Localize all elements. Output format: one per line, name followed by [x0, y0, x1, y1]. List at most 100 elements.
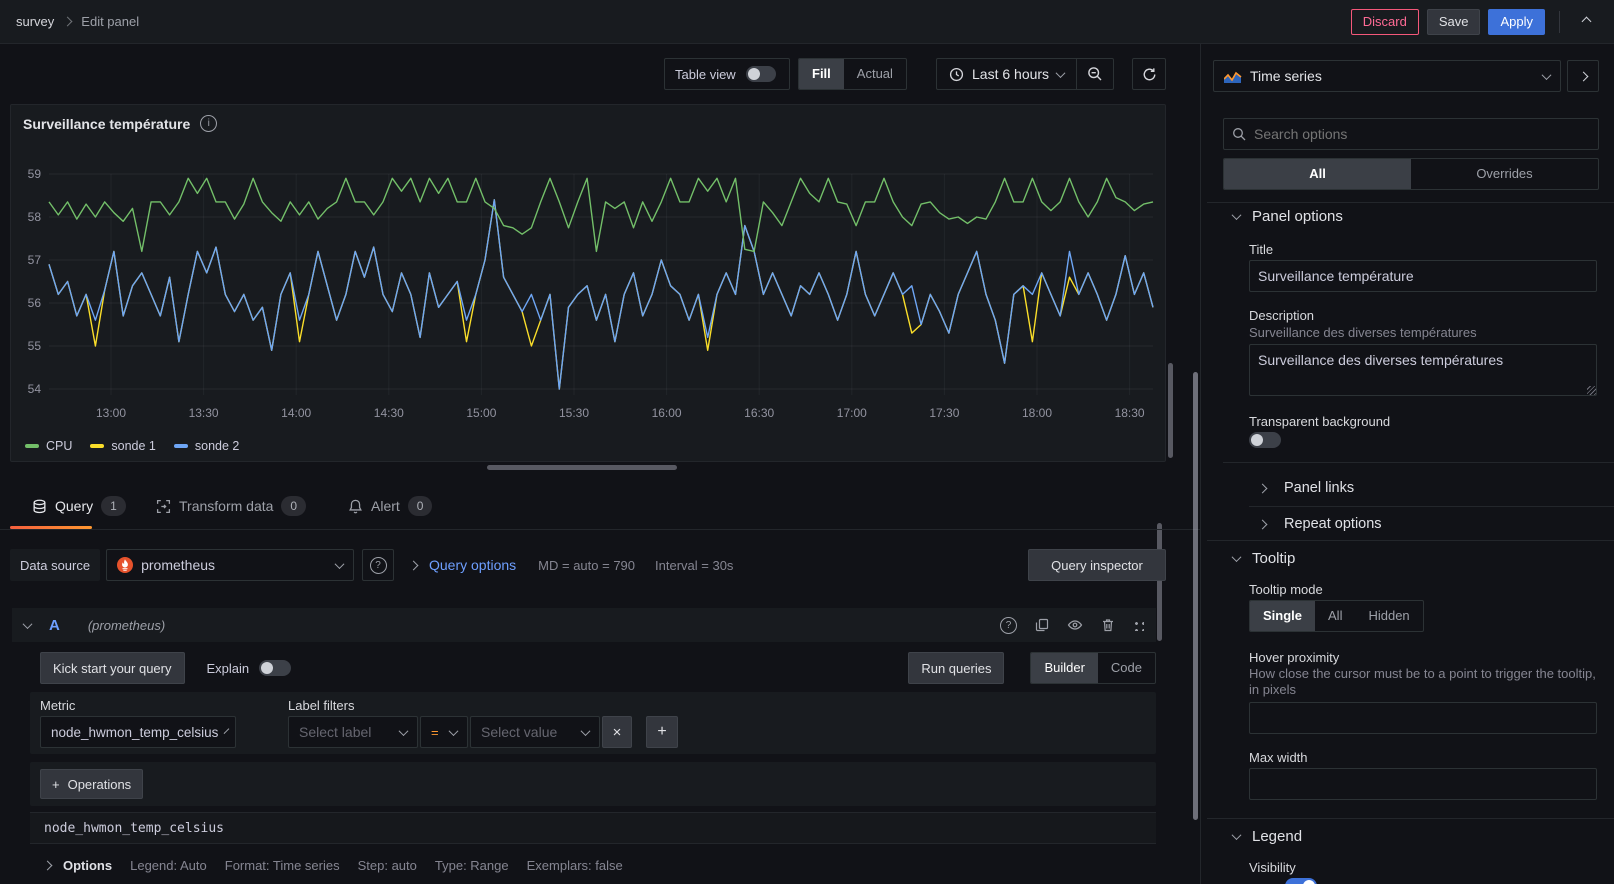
max-width-label: Max width: [1249, 750, 1308, 765]
remove-filter-button[interactable]: ×: [602, 716, 632, 748]
panel-description-textarea[interactable]: Surveillance des diverses températures: [1249, 344, 1597, 396]
refresh-button[interactable]: [1132, 58, 1166, 90]
svg-text:14:30: 14:30: [374, 406, 404, 420]
actual-option[interactable]: Actual: [856, 66, 893, 81]
svg-text:57: 57: [28, 253, 42, 267]
query-inspector-button[interactable]: Query inspector: [1028, 549, 1166, 581]
editor-tabs: Query 1 Transform data 0 Alert 0: [0, 486, 1200, 530]
time-range-picker[interactable]: Last 6 hours: [937, 66, 1076, 82]
query-row-header[interactable]: A (prometheus) ?: [12, 608, 1156, 642]
svg-text:16:30: 16:30: [744, 406, 774, 420]
breadcrumb-chevron-icon: [62, 16, 73, 27]
datasource-help-button[interactable]: ?: [362, 549, 394, 581]
legend-item-sonde1[interactable]: sonde 1: [90, 439, 156, 453]
fill-actual-switch: Fill Actual: [798, 58, 907, 90]
tab-query[interactable]: Query 1: [32, 496, 126, 516]
apply-button[interactable]: Apply: [1488, 8, 1545, 35]
hover-proximity-input[interactable]: [1249, 702, 1597, 734]
section-divider: [1207, 202, 1614, 203]
visualization-select[interactable]: Time series: [1213, 60, 1561, 92]
duplicate-query-icon[interactable]: [1035, 618, 1049, 632]
tab-alert[interactable]: Alert 0: [348, 496, 433, 516]
metric-select[interactable]: node_hwmon_temp_celsius: [40, 716, 236, 748]
expand-pane-button[interactable]: [1567, 60, 1599, 92]
datasource-select[interactable]: prometheus: [106, 549, 355, 581]
active-tab-indicator: [10, 526, 92, 529]
description-label: Description: [1249, 308, 1315, 323]
legend-option: Legend: Auto: [130, 857, 207, 873]
svg-text:54: 54: [28, 382, 42, 396]
legend-item-cpu[interactable]: CPU: [25, 439, 72, 453]
hide-query-eye-icon[interactable]: [1067, 618, 1083, 632]
tooltip-mode-label: Tooltip mode: [1249, 582, 1323, 597]
repeat-options-section[interactable]: Repeat options: [1257, 508, 1382, 540]
horizontal-scrollbar[interactable]: [487, 465, 677, 470]
save-button[interactable]: Save: [1426, 8, 1481, 35]
query-options-interval: Interval = 30s: [655, 557, 734, 573]
svg-text:13:30: 13:30: [189, 406, 219, 420]
svg-text:17:00: 17:00: [837, 406, 867, 420]
fill-option[interactable]: Fill: [799, 59, 844, 89]
operations-box: + Operations: [30, 762, 1156, 806]
table-view-control: Table view: [664, 58, 790, 90]
search-icon: [1232, 127, 1246, 141]
svg-text:18:30: 18:30: [1115, 406, 1145, 420]
tooltip-mode-hidden[interactable]: Hidden: [1368, 608, 1410, 623]
info-icon[interactable]: i: [200, 115, 218, 132]
tab-all[interactable]: All: [1224, 159, 1411, 189]
drag-handle-icon[interactable]: [1133, 619, 1144, 631]
breadcrumb: survey Edit panel: [16, 14, 139, 29]
query-options-summary: Options Legend: Auto Format: Time series…: [42, 852, 1156, 878]
delete-query-trash-icon[interactable]: [1101, 618, 1115, 632]
chart-canvas[interactable]: 54 55 56 57 58 59 13:00 13:30 14:00 14:30 15:00 15:…: [13, 141, 1159, 435]
tooltip-mode-all[interactable]: All: [1328, 608, 1343, 623]
datasource-row: Data source prometheus ? Query options M…: [10, 549, 1166, 581]
tab-overrides[interactable]: Overrides: [1476, 166, 1533, 181]
search-options-input[interactable]: [1254, 118, 1590, 150]
datasource-label: Data source: [10, 549, 101, 581]
svg-text:14:00: 14:00: [281, 406, 311, 420]
select-label-dropdown[interactable]: Select label: [288, 716, 418, 748]
collapse-topbar-chevron-up-icon[interactable]: [1574, 10, 1598, 34]
legend-section-header[interactable]: Legend: [1231, 828, 1302, 845]
help-icon: ?: [369, 556, 387, 574]
vertical-scrollbar-top[interactable]: [1168, 363, 1173, 458]
table-view-toggle[interactable]: [745, 66, 776, 82]
legend-visibility-label: Visibility: [1249, 860, 1296, 875]
query-help-icon[interactable]: ?: [1000, 616, 1017, 634]
time-range-label: Last 6 hours: [972, 66, 1050, 82]
clock-icon: [949, 67, 964, 82]
kick-start-query-button[interactable]: Kick start your query: [40, 652, 185, 684]
options-pane-scrollbar[interactable]: [1193, 372, 1198, 820]
select-value-dropdown[interactable]: Select value: [470, 716, 600, 748]
timeseries-icon: [1224, 69, 1242, 83]
zoom-out-icon[interactable]: [1077, 59, 1113, 89]
builder-option[interactable]: Builder: [1031, 653, 1098, 683]
type-option: Type: Range: [434, 857, 509, 873]
panel-links-section[interactable]: Panel links: [1257, 472, 1354, 504]
svg-text:15:00: 15:00: [466, 406, 496, 420]
add-operations-button[interactable]: + Operations: [40, 769, 144, 799]
transparent-background-toggle[interactable]: [1249, 432, 1281, 448]
vertical-scrollbar-query[interactable]: [1157, 523, 1162, 641]
code-option[interactable]: Code: [1110, 660, 1142, 675]
query-options-toggle[interactable]: Query options MD = auto = 790 Interval =…: [408, 557, 734, 573]
legend-visibility-toggle[interactable]: [1284, 878, 1317, 884]
options-expander[interactable]: Options: [42, 858, 112, 873]
topbar-divider: [1559, 10, 1560, 33]
tooltip-section-header[interactable]: Tooltip: [1231, 550, 1295, 567]
discard-button[interactable]: Discard: [1350, 8, 1419, 35]
max-width-input[interactable]: [1249, 768, 1597, 800]
add-filter-button[interactable]: +: [646, 716, 678, 748]
tab-transform-data[interactable]: Transform data 0: [156, 496, 307, 516]
tooltip-mode-single[interactable]: Single: [1250, 601, 1316, 631]
run-queries-button[interactable]: Run queries: [908, 652, 1005, 684]
legend-item-sonde2[interactable]: sonde 2: [173, 439, 239, 453]
panel-title-input[interactable]: [1249, 260, 1597, 292]
explain-toggle[interactable]: [259, 660, 292, 676]
breadcrumb-dashboard[interactable]: survey: [16, 14, 55, 29]
operator-dropdown[interactable]: =: [420, 716, 468, 748]
panel-options-section-header[interactable]: Panel options: [1231, 208, 1343, 225]
textarea-resize-handle[interactable]: [1587, 386, 1596, 395]
